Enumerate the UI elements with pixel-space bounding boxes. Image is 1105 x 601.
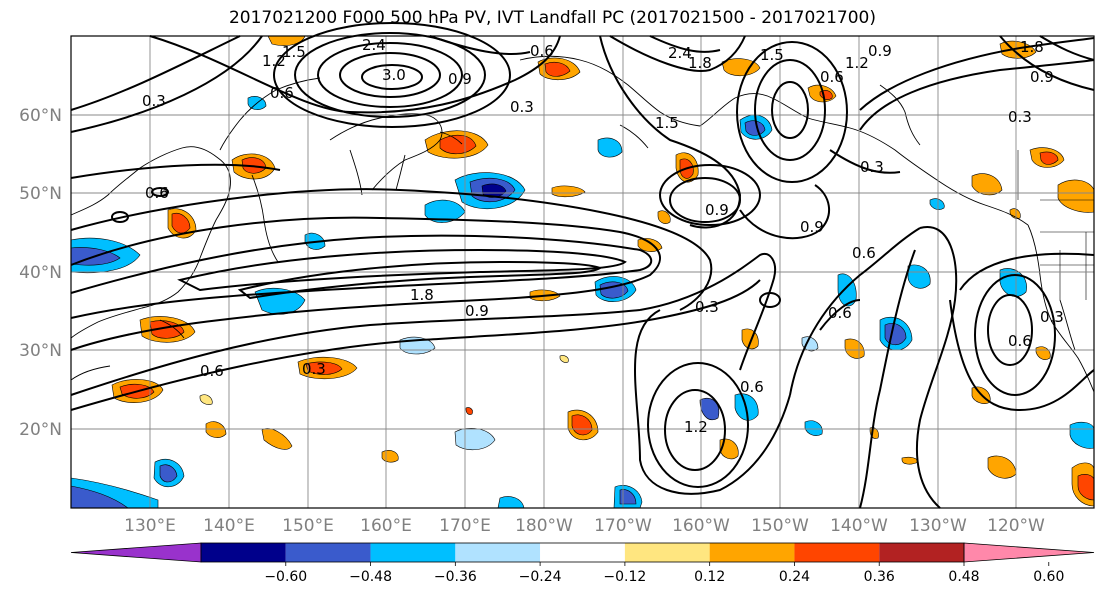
graticule <box>71 36 1094 508</box>
contour-label: 2.4 <box>668 44 692 62</box>
contour-label: 0.6 <box>270 84 294 102</box>
lon-label: 150°E <box>282 516 334 536</box>
contour-label: 0.3 <box>695 298 719 316</box>
colorbar-segment <box>624 543 710 562</box>
colorbar-segment <box>879 543 964 562</box>
contour-label: 0.9 <box>1030 68 1054 86</box>
colorbar-min-extension <box>70 542 202 563</box>
colorbar-outline <box>200 542 965 563</box>
contour-label: 0.9 <box>800 218 824 236</box>
contour-label: 1.2 <box>845 54 869 72</box>
lon-label: 180°W <box>515 516 573 536</box>
contour-labels: 0.3 0.6 1.5 2.4 3.0 1.2 0.9 0.6 0.3 2.4 … <box>142 36 1064 436</box>
contour-label: 0.9 <box>705 201 729 219</box>
map-frame <box>70 35 1095 509</box>
contour-label: 0.3 <box>510 98 534 116</box>
colorbar-tick-label: −0.24 <box>519 569 562 585</box>
contour-label: 1.8 <box>688 54 712 72</box>
ivt-anomaly-fills <box>70 35 1095 509</box>
colorbar-segment <box>540 543 625 562</box>
colorbar-tick-label: 0.12 <box>694 569 725 585</box>
contour-label: 1.5 <box>655 114 679 132</box>
contour-label: 1.2 <box>684 418 708 436</box>
contour-label: 1.2 <box>262 52 286 70</box>
contour-label: 1.5 <box>282 43 306 61</box>
contour-label: 0.9 <box>448 70 472 88</box>
contour-label: 0.6 <box>530 42 554 60</box>
contour-label: 0.6 <box>740 378 764 396</box>
colorbar: −0.60 −0.48 −0.36 −0.24 −0.12 0.12 0.24 0.36 0.4… <box>70 542 1095 585</box>
latitude-labels: 60°N 50°N 40°N 30°N 20°N <box>19 106 62 440</box>
contour-label: 0.6 <box>820 68 844 86</box>
contour-label: 3.0 <box>382 66 406 84</box>
contour-label: 1.8 <box>410 286 434 304</box>
colorbar-tick-label: 0.36 <box>864 569 895 585</box>
lon-label: 120°W <box>987 516 1045 536</box>
colorbar-tick-label: −0.60 <box>264 569 307 585</box>
lon-label: 140°W <box>830 516 888 536</box>
lat-label: 60°N <box>19 106 62 126</box>
colorbar-segment <box>285 543 371 562</box>
contour-label: 0.6 <box>200 362 224 380</box>
contour-label: 0.3 <box>860 158 884 176</box>
colorbar-segment <box>201 543 286 562</box>
lon-label: 170°W <box>594 516 652 536</box>
lat-label: 50°N <box>19 184 62 204</box>
pv-contours <box>70 22 1095 509</box>
colorbar-tick-label: −0.36 <box>434 569 477 585</box>
colorbar-segment <box>709 543 795 562</box>
lon-label: 170°E <box>439 516 491 536</box>
contour-label: 0.9 <box>465 302 489 320</box>
lon-label: 130°E <box>124 516 176 536</box>
coastlines <box>70 55 1095 393</box>
positive-anomalies <box>111 35 1095 507</box>
contour-label: 2.4 <box>362 36 386 54</box>
lon-label: 160°W <box>672 516 730 536</box>
colorbar-tick-label: 0.48 <box>948 569 979 585</box>
contour-label: 1.5 <box>760 46 784 64</box>
colorbar-tick-label: −0.12 <box>603 569 646 585</box>
political-borders <box>1017 150 1094 300</box>
contour-label: 0.3 <box>1040 308 1064 326</box>
colorbar-tick-label: 0.24 <box>779 569 810 585</box>
contour-label: 0.9 <box>868 42 892 60</box>
contour-label: 0.3 <box>302 360 326 378</box>
lat-label: 40°N <box>19 263 62 283</box>
colorbar-max-extension <box>963 542 1095 563</box>
lat-label: 30°N <box>19 341 62 361</box>
contour-label: 0.6 <box>852 244 876 262</box>
contour-label: 0.3 <box>1008 108 1032 126</box>
colorbar-segment <box>794 543 880 562</box>
colorbar-tick-label: −0.48 <box>349 569 392 585</box>
longitude-labels: 130°E 140°E 150°E 160°E 170°E 180°W 170°… <box>124 516 1045 536</box>
lon-label: 160°E <box>360 516 412 536</box>
contour-label: 1.8 <box>1020 38 1044 56</box>
contour-label: 0.6 <box>145 184 169 202</box>
colorbar-segment <box>455 543 541 562</box>
lon-label: 140°E <box>203 516 255 536</box>
contour-label: 0.3 <box>142 92 166 110</box>
contour-label: 0.6 <box>828 304 852 322</box>
colorbar-segment <box>370 543 456 562</box>
lat-label: 20°N <box>19 420 62 440</box>
contour-label: 0.6 <box>1008 332 1032 350</box>
lon-label: 150°W <box>751 516 809 536</box>
colorbar-tick-label: 0.60 <box>1033 569 1064 585</box>
lon-label: 130°W <box>909 516 967 536</box>
